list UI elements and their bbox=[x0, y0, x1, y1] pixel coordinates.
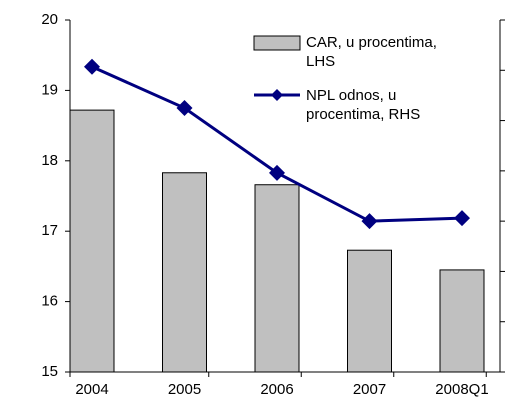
x-tick-label: 2006 bbox=[260, 381, 293, 398]
x-tick-label: 2008Q1 bbox=[435, 381, 488, 398]
line-marker bbox=[176, 100, 193, 116]
y-tick-label: 18 bbox=[41, 152, 58, 169]
bar bbox=[347, 249, 392, 373]
legend-swatch bbox=[253, 35, 301, 51]
x-tick-label: 2005 bbox=[168, 381, 201, 398]
y-tick-label: 16 bbox=[41, 293, 58, 310]
x-tick-label: 2007 bbox=[353, 381, 386, 398]
line-marker bbox=[269, 164, 285, 181]
bar bbox=[254, 184, 300, 373]
y-tick-label: 17 bbox=[41, 222, 58, 239]
line-marker bbox=[361, 213, 378, 230]
bar bbox=[162, 172, 207, 373]
line-marker bbox=[454, 210, 470, 227]
legend-label: CAR, u procentima, LHS bbox=[306, 34, 437, 70]
bar bbox=[439, 269, 485, 373]
legend-marker bbox=[271, 89, 283, 101]
y-tick-label: 15 bbox=[41, 363, 58, 380]
line-marker bbox=[84, 58, 100, 75]
y-tick-label: 20 bbox=[41, 11, 58, 28]
x-tick-label: 2004 bbox=[75, 381, 108, 398]
bar bbox=[69, 109, 115, 373]
y-tick-label: 19 bbox=[41, 81, 58, 98]
legend-label: NPL odnos, u procentima, RHS bbox=[306, 87, 421, 123]
